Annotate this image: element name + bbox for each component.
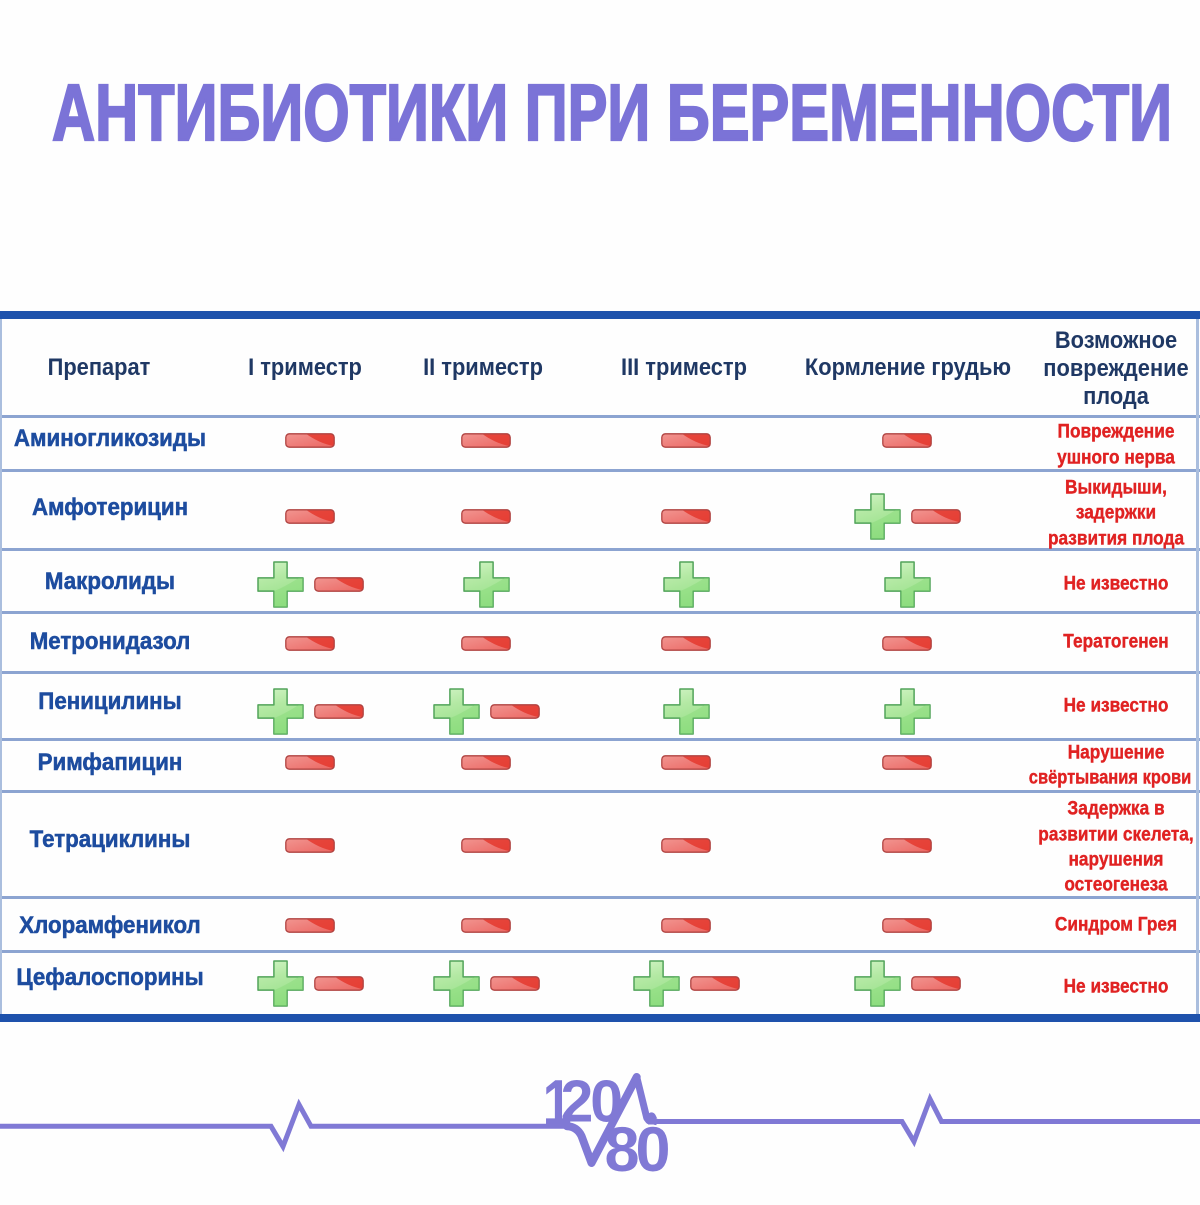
svg-text:8: 8 [605,1115,640,1185]
svg-text:1: 1 [543,1068,572,1140]
svg-text:0: 0 [636,1115,671,1185]
svg-text:2: 2 [561,1069,594,1135]
svg-text:0: 0 [590,1069,623,1135]
